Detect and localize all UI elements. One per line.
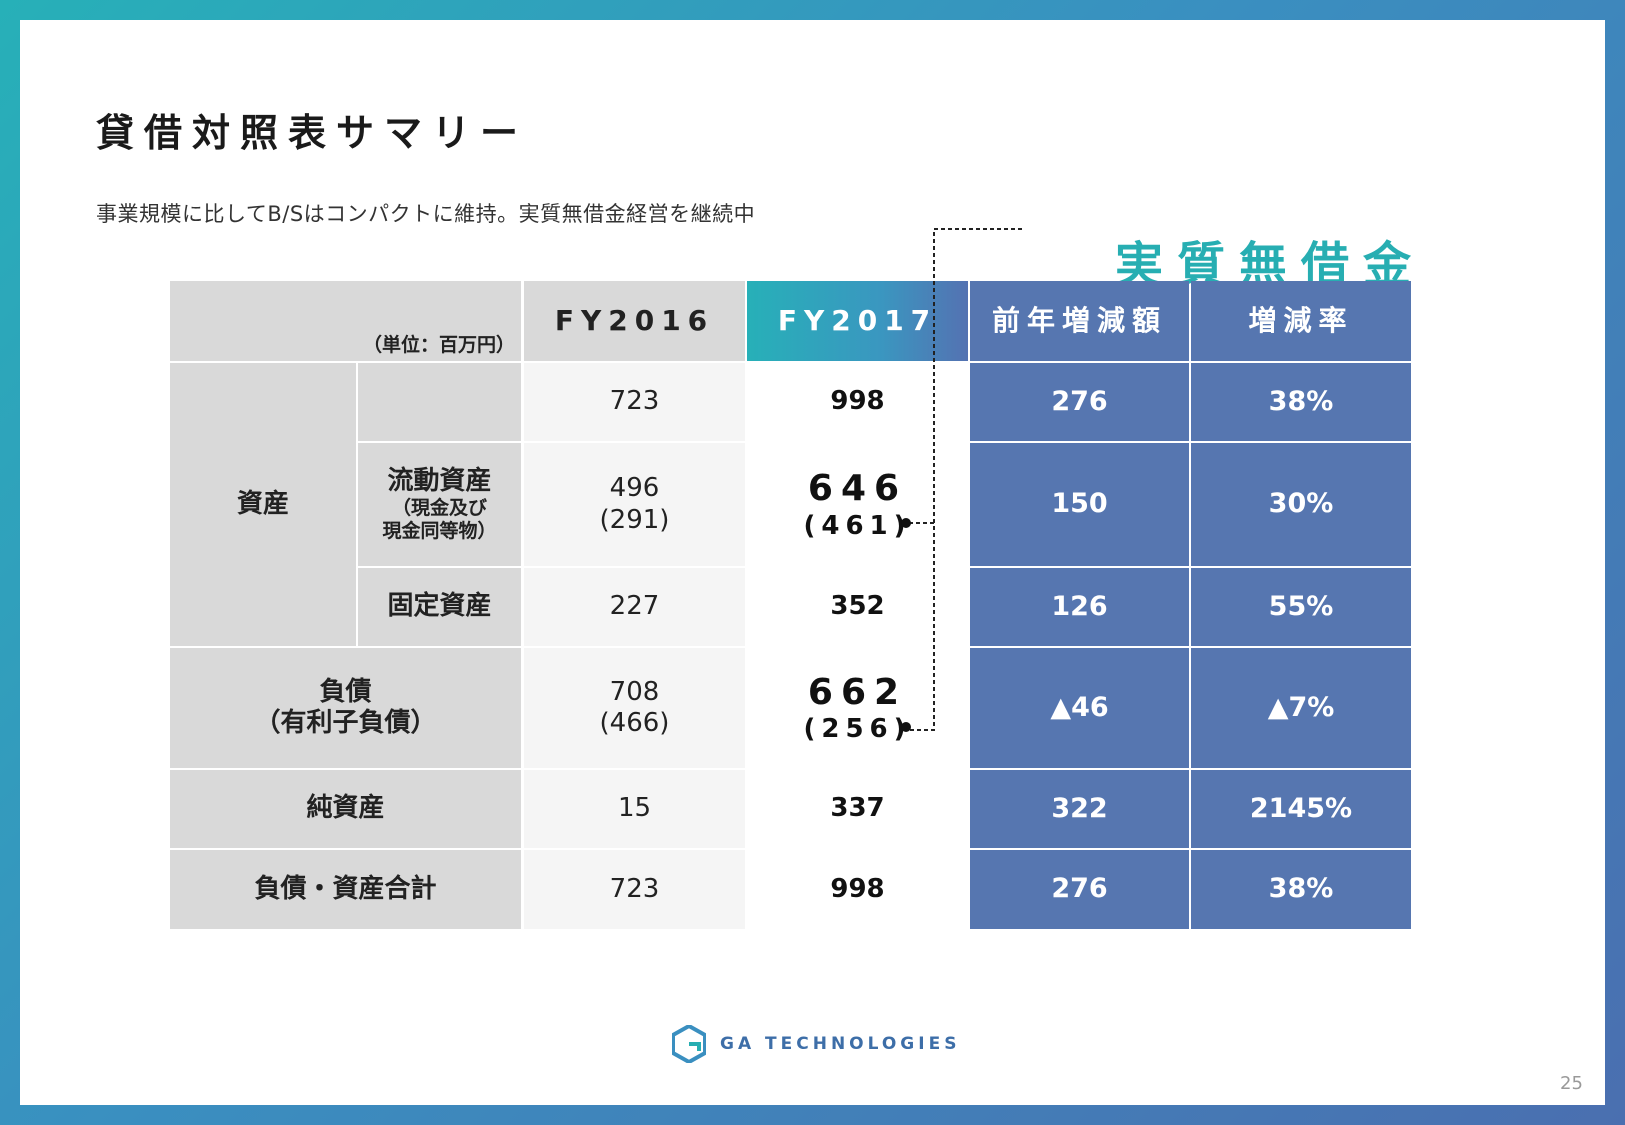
table-cell: 38% bbox=[1191, 850, 1411, 929]
table-cell: ▲46 bbox=[970, 648, 1189, 768]
value-sub: (256) bbox=[803, 714, 912, 744]
header-fy2017: FY2017 bbox=[747, 281, 968, 361]
header-rate: 増減率 bbox=[1191, 281, 1411, 361]
page-subtitle: 事業規模に比してB/Sはコンパクトに維持。実質無借金経営を継続中 bbox=[96, 202, 756, 226]
table-cell: 15 bbox=[524, 770, 745, 848]
logo-mark-icon bbox=[672, 1025, 706, 1063]
table-cell: 998 bbox=[747, 850, 968, 929]
table-cell: 662 (256) bbox=[747, 648, 968, 768]
table-cell: 998 bbox=[747, 363, 968, 441]
table-cell: 322 bbox=[970, 770, 1189, 848]
table-cell: 150 bbox=[970, 443, 1189, 566]
company-logo: GA TECHNOLOGIES bbox=[672, 1025, 960, 1063]
unit-label: （単位：百万円） bbox=[362, 334, 515, 357]
table-cell: 2145% bbox=[1191, 770, 1411, 848]
table-cell: 276 bbox=[970, 363, 1189, 441]
logo-text: GA TECHNOLOGIES bbox=[720, 1034, 961, 1054]
header-diff: 前年増減額 bbox=[970, 281, 1189, 361]
value-sub: (466) bbox=[599, 708, 670, 738]
row-label-text: 流動資産 bbox=[387, 466, 492, 497]
table-cell: 337 bbox=[747, 770, 968, 848]
assets-group-label: 資産 bbox=[170, 363, 356, 646]
row-label-current-assets: 流動資産 （現金及び 現金同等物） bbox=[358, 443, 521, 566]
value-main: 496 bbox=[609, 473, 660, 504]
table-cell: 723 bbox=[524, 850, 745, 929]
row-label-net-assets: 純資産 bbox=[170, 770, 521, 848]
table-cell: ▲7% bbox=[1191, 648, 1411, 768]
table-cell: 38% bbox=[1191, 363, 1411, 441]
table-cell: 126 bbox=[970, 568, 1189, 646]
row-label-subtext: （現金及び bbox=[391, 497, 487, 520]
value-sub: (291) bbox=[599, 504, 670, 535]
row-label-text: 負債 bbox=[319, 676, 372, 707]
value-main: 662 bbox=[807, 671, 908, 713]
table-cell: 708 (466) bbox=[524, 648, 745, 768]
row-label-subtext: （有利子負債） bbox=[254, 708, 437, 738]
table-cell: 496 (291) bbox=[524, 443, 745, 566]
table-cell: 55% bbox=[1191, 568, 1411, 646]
row-label-fixed-assets: 固定資産 bbox=[358, 568, 521, 646]
page-number: 25 bbox=[1560, 1073, 1583, 1094]
row-label-total: 負債・資産合計 bbox=[170, 850, 521, 929]
value-sub: (461) bbox=[803, 510, 912, 541]
value-main: 708 bbox=[609, 676, 660, 707]
table-cell: 723 bbox=[524, 363, 745, 441]
page-title: 貸借対照表サマリー bbox=[96, 111, 529, 155]
table-cell: 352 bbox=[747, 568, 968, 646]
slide: 貸借対照表サマリー 事業規模に比してB/Sはコンパクトに維持。実質無借金経営を継… bbox=[20, 20, 1605, 1105]
row-label-liabilities: 負債 （有利子負債） bbox=[170, 648, 521, 768]
row-label-subtext: 現金同等物） bbox=[382, 520, 497, 543]
row-label-blank bbox=[358, 363, 521, 441]
value-main: 646 bbox=[807, 468, 908, 510]
table-cell: 227 bbox=[524, 568, 745, 646]
table-cell: 30% bbox=[1191, 443, 1411, 566]
header-fy2016: FY2016 bbox=[524, 281, 745, 361]
table-cell: 276 bbox=[970, 850, 1189, 929]
table-cell: 646 (461) bbox=[747, 443, 968, 566]
unit-header-cell: （単位：百万円） bbox=[170, 281, 521, 361]
